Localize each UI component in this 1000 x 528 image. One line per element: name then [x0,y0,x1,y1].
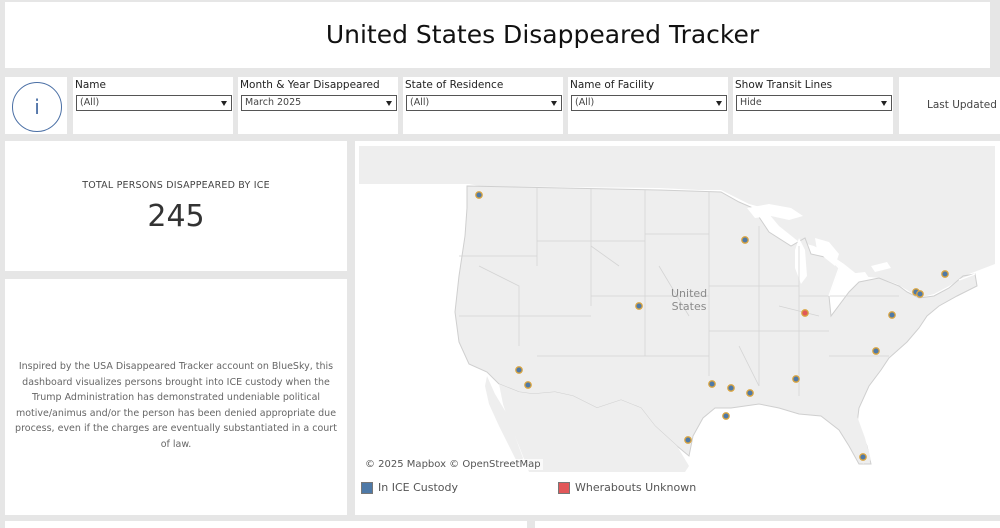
kpi-value: 245 [147,199,205,234]
country-label-line1: United [671,287,708,300]
map-attribution[interactable]: © 2025 Mapbox © OpenStreetMap [363,459,543,470]
dashboard-title: United States Disappeared Tracker [325,20,760,49]
info-panel: i [5,77,67,134]
filter-name-dropdown[interactable]: (All) [76,95,232,111]
chevron-down-icon [881,101,887,106]
legend-swatch-unknown [558,481,570,494]
chevron-down-icon [221,101,227,106]
map-points [475,191,949,461]
baja-peninsula [485,376,523,466]
filter-facility-label: Name of Facility [570,79,655,91]
map-marker-custody[interactable] [635,302,643,310]
map-panel: United States © 2025 Mapbox © OpenStreet… [355,141,1000,515]
chevron-down-icon [716,101,722,106]
map-marker-custody[interactable] [515,366,523,374]
filter-month-year-label: Month & Year Disappeared [240,79,380,91]
filter-transit-lines-dropdown[interactable]: Hide [736,95,892,111]
map-marker-custody[interactable] [727,384,735,392]
map-marker-custody[interactable] [888,311,896,319]
map-marker-custody[interactable] [746,389,754,397]
map[interactable]: United States © 2025 Mapbox © OpenStreet… [359,146,995,472]
filter-transit-lines: Show Transit Lines Hide [733,77,893,134]
map-marker-unknown[interactable] [801,309,809,317]
filter-state: State of Residence (All) [403,77,563,134]
filter-transit-lines-label: Show Transit Lines [735,79,833,91]
filter-state-label: State of Residence [405,79,504,91]
filter-month-year: Month & Year Disappeared March 2025 [238,77,398,134]
map-marker-custody[interactable] [708,380,716,388]
filter-state-value: (All) [410,97,430,108]
legend: In ICE Custody Wherabouts Unknown [361,481,961,497]
map-marker-custody[interactable] [792,375,800,383]
kpi-panel: TOTAL PERSONS DISAPPEARED BY ICE 245 [5,141,347,271]
legend-swatch-custody [361,481,373,494]
title-panel: United States Disappeared Tracker [5,2,990,68]
filter-transit-lines-value: Hide [740,97,762,108]
country-label: United States [671,287,707,313]
bottom-panel-left [5,521,527,528]
description-text: Inspired by the USA Disappeared Tracker … [15,361,337,450]
filter-name-value: (All) [80,97,100,108]
kpi-label: TOTAL PERSONS DISAPPEARED BY ICE [82,180,270,191]
last-updated-label: Last Updated [927,99,997,111]
florida [829,404,871,464]
land-north [359,146,995,298]
map-marker-custody[interactable] [941,270,949,278]
legend-item-custody[interactable]: In ICE Custody [361,481,458,494]
filter-state-dropdown[interactable]: (All) [406,95,562,111]
filter-month-year-value: March 2025 [245,97,302,108]
chevron-down-icon [551,101,557,106]
land-mexico [499,384,689,472]
map-marker-custody[interactable] [859,453,867,461]
chevron-down-icon [386,101,392,106]
map-marker-custody[interactable] [872,347,880,355]
coastline-highlights [828,257,976,297]
last-updated-panel: Last Updated [899,77,1000,134]
bottom-panel-right [535,521,1000,528]
country-label-line2: States [671,300,707,313]
filter-facility-value: (All) [575,97,595,108]
info-icon[interactable]: i [12,82,62,132]
filter-facility: Name of Facility (All) [568,77,728,134]
state-borders [459,188,899,396]
filter-name-label: Name [75,79,106,91]
map-marker-custody[interactable] [741,236,749,244]
map-marker-custody[interactable] [524,381,532,389]
filter-facility-dropdown[interactable]: (All) [571,95,727,111]
great-lakes [747,204,891,284]
legend-item-unknown[interactable]: Wherabouts Unknown [558,481,696,494]
filter-name: Name (All) [73,77,233,134]
map-marker-custody[interactable] [916,290,924,298]
legend-label-custody: In ICE Custody [378,481,459,494]
map-marker-custody[interactable] [475,191,483,199]
map-canvas [359,146,995,472]
legend-label-unknown: Wherabouts Unknown [575,481,697,494]
filter-month-year-dropdown[interactable]: March 2025 [241,95,397,111]
description-panel: Inspired by the USA Disappeared Tracker … [5,279,347,515]
map-marker-custody[interactable] [684,436,692,444]
map-marker-custody[interactable] [722,412,730,420]
